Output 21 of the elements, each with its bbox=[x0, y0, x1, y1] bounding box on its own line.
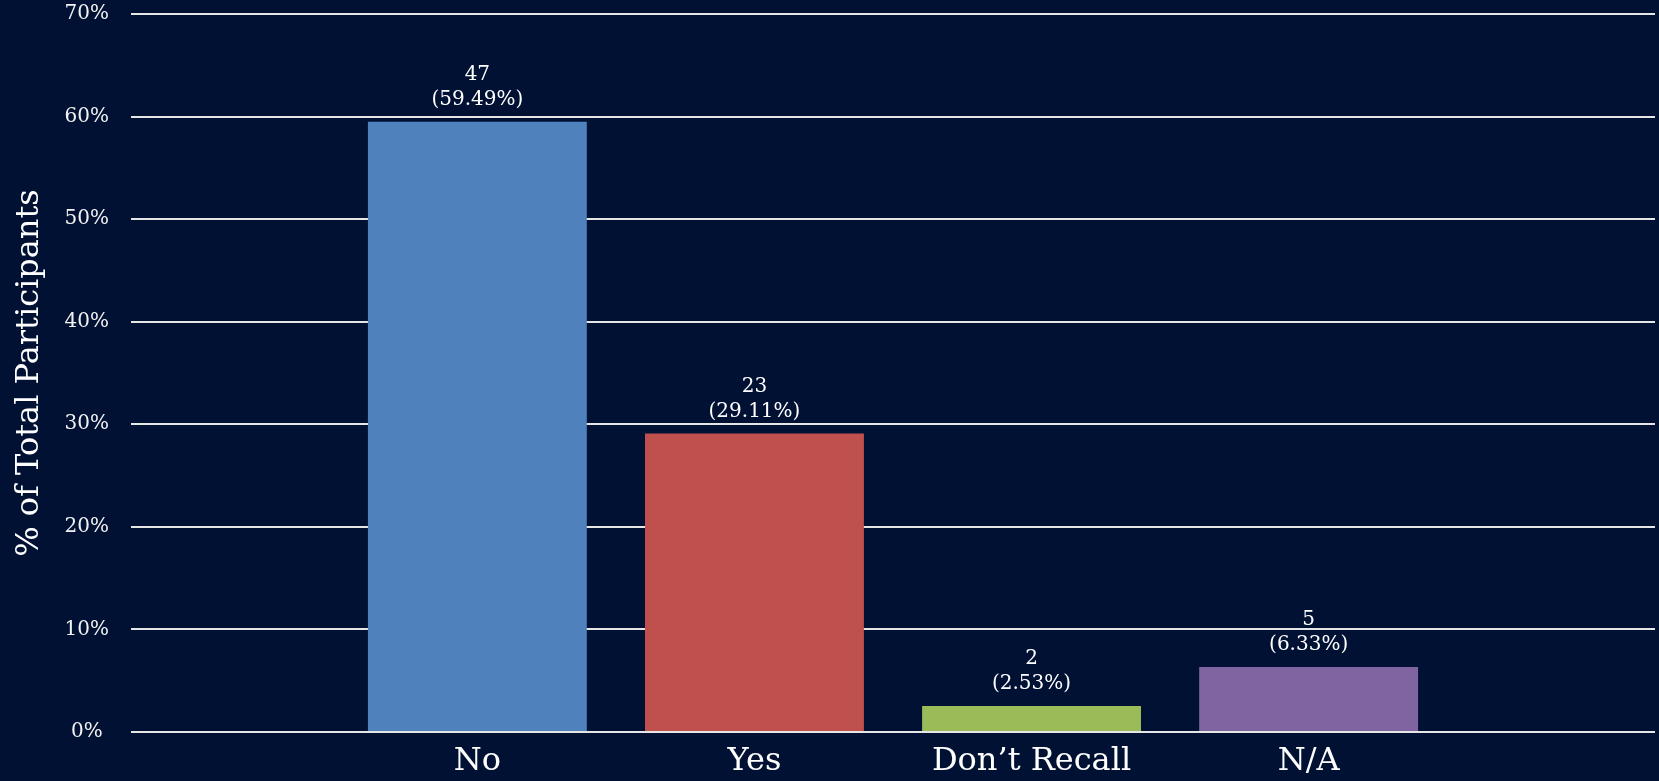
bar bbox=[367, 121, 587, 731]
x-tick-label: Yes bbox=[726, 739, 782, 778]
bar bbox=[1199, 667, 1419, 731]
y-tick-label: 30% bbox=[64, 410, 109, 435]
bar bbox=[922, 706, 1141, 731]
data-label: 23 (29.11%) bbox=[708, 372, 801, 422]
bar bbox=[645, 433, 864, 731]
y-tick-label: 0% bbox=[70, 718, 103, 743]
y-tick-label: 10% bbox=[64, 615, 109, 640]
x-tick-label: No bbox=[453, 739, 501, 778]
y-tick-label: 50% bbox=[64, 205, 109, 230]
y-axis-title: % of Total Participants bbox=[7, 189, 46, 557]
y-tick-label: 60% bbox=[64, 102, 109, 127]
data-label: 5 (6.33%) bbox=[1269, 606, 1349, 656]
data-label: 47 (59.49%) bbox=[431, 61, 524, 111]
y-tick-label: 70% bbox=[64, 0, 109, 25]
x-tick-label: Don’t Recall bbox=[931, 739, 1132, 778]
x-tick-label: N/A bbox=[1277, 739, 1341, 778]
y-tick-label: 20% bbox=[64, 513, 109, 538]
y-tick-label: 40% bbox=[64, 307, 109, 332]
data-label: 2 (2.53%) bbox=[991, 645, 1072, 695]
